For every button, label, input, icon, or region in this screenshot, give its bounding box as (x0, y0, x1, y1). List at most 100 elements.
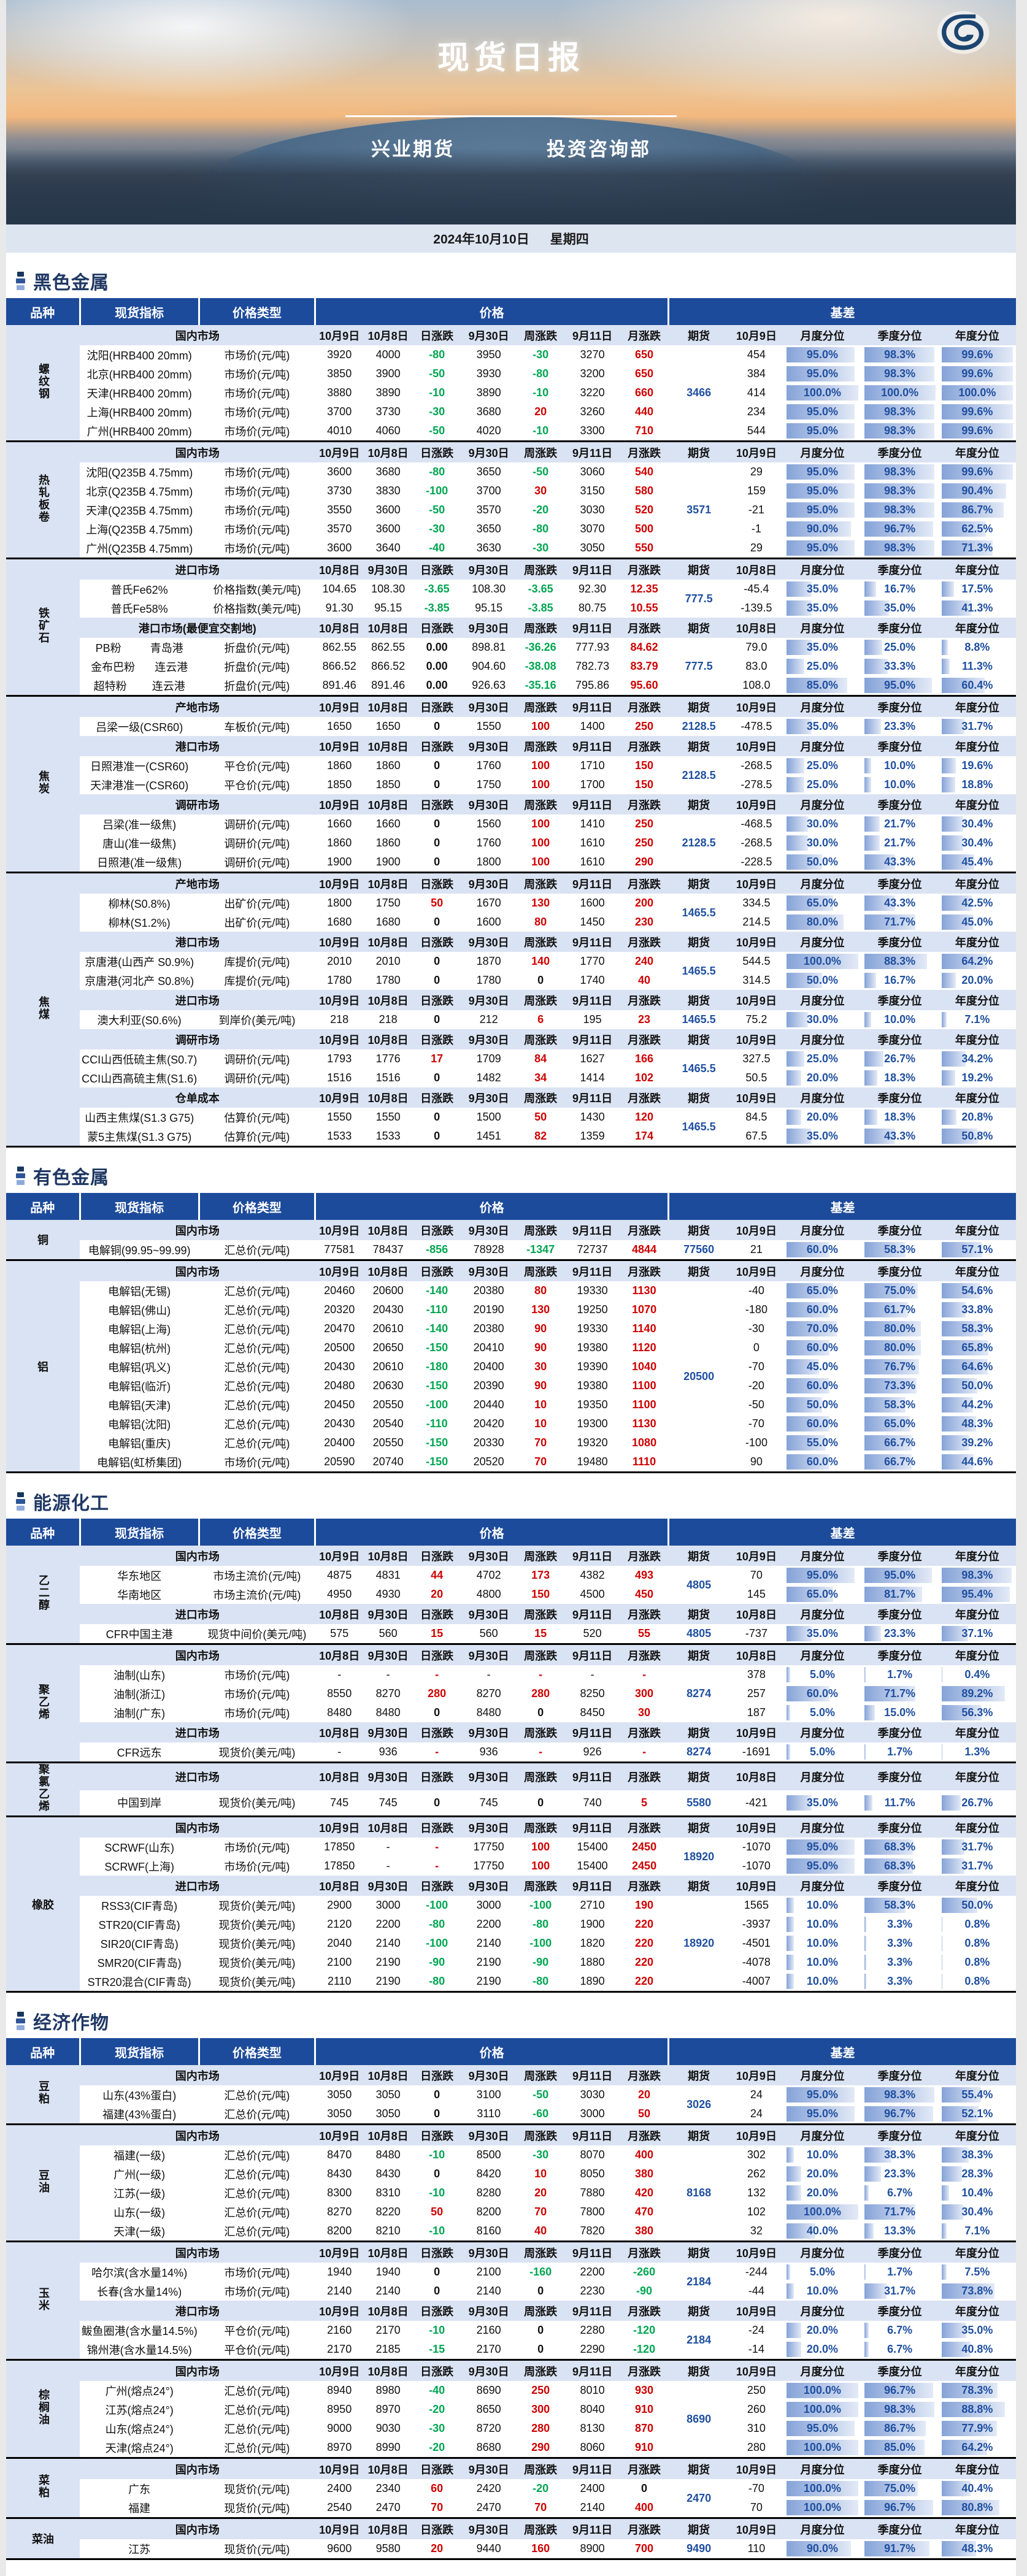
percentile-value: 95.0% (806, 504, 838, 516)
subheader-row: 铝国内市场 10月9日 10月8日 日涨跌 9月30日 周涨跌 9月11日 月涨跌 期货 10月9… (6, 1259, 1016, 1473)
percentile-value: 6.7% (887, 2187, 913, 2199)
price-cell: 1482 (461, 1068, 517, 1087)
percentile-cell: 35.0% (783, 638, 861, 657)
column-date-header: 10月8日 (315, 1604, 364, 1624)
price-cell: 3220 (564, 383, 620, 402)
table-row: 日照港准一(CSR60) 平仓价(元/吨) 1860 1860 0 1760 100 1710… (6, 756, 1016, 794)
percentile-value: 64.6% (961, 1360, 993, 1373)
indicator-cell: 广州(HRB400 20mm) (80, 421, 199, 442)
percentile-value: 5.0% (809, 1706, 835, 1719)
column-date-header: 年度分位 (938, 440, 1016, 462)
price-cell: 3830 (363, 481, 413, 500)
basis-cell: -100 (729, 1433, 784, 1452)
change-cell: -40 (412, 2381, 461, 2400)
change-cell: -90 (412, 1953, 461, 1972)
change-cell: 0 (620, 2479, 669, 2498)
percentile-value: 35.0% (806, 1796, 838, 1809)
percentile-cell: 0.8% (938, 1915, 1016, 1934)
col-price-group: 价格 (315, 2038, 670, 2065)
percentile-cell: 18.8% (938, 775, 1016, 794)
date-strip: 2024年10月10日 星期四 (6, 224, 1016, 253)
percentile-cell: 71.7% (861, 1684, 939, 1703)
change-cell: 0 (412, 1108, 461, 1127)
percentile-value: 98.3% (961, 1569, 993, 1581)
column-date-header: 年度分位 (938, 2301, 1016, 2321)
indicator-cell: SCRWF(山东) (80, 1838, 199, 1857)
percentile-bar: 3.3% (864, 1955, 936, 1970)
indicator-cell: 吕梁一级(CSR60) (80, 717, 199, 736)
price-type-cell: 调研价(元/吨) (199, 1068, 315, 1087)
percentile-bar: 81.7% (864, 1587, 936, 1602)
column-date-header: 期货 (668, 1220, 729, 1240)
percentile-bar: 1.7% (864, 2264, 936, 2280)
column-date-header: 周涨跌 (516, 2457, 565, 2479)
column-date-header: 期货 (668, 1259, 729, 1281)
basis-cell: 454 (729, 345, 784, 364)
variety-label: 棕榈油 (37, 2389, 50, 2426)
percentile-bar: 35.0% (787, 600, 858, 616)
column-date-header: 月涨跌 (620, 1722, 669, 1742)
column-date-header: 季度分位 (861, 1604, 939, 1624)
change-cell: -10 (412, 2321, 461, 2340)
report-subtitle: 兴业期货 投资咨询部 (371, 134, 651, 161)
change-cell: -80 (412, 1915, 461, 1934)
price-cell: 19320 (564, 1433, 620, 1452)
price-type-cell: 汇总价(元/吨) (199, 1240, 315, 1260)
percentile-value: 20.8% (961, 1111, 993, 1123)
percentile-value: 90.0% (806, 523, 838, 535)
percentile-bar: 10.4% (941, 2185, 1013, 2201)
basis-cell: -139.5 (729, 599, 784, 618)
price-cell: - (363, 1857, 413, 1876)
percentile-cell: 38.3% (861, 2145, 939, 2164)
change-cell: -100 (412, 1395, 461, 1414)
table-row: 电解铜(99.95~99.99) 汇总价(元/吨) 77581 78437 -856 78… (6, 1240, 1016, 1260)
percentile-bar: 40.8% (941, 2342, 1013, 2357)
indicator-cell: 京唐港(河北产 S0.8%) (80, 971, 199, 990)
percentile-value: 20.0% (961, 974, 993, 986)
percentile-value: 100.0% (803, 2501, 841, 2513)
price-type-cell: 折盘价(元/吨) (199, 676, 315, 696)
change-cell: - (620, 1665, 669, 1684)
percentile-cell: 3.3% (861, 1953, 939, 1972)
percentile-bar: 86.7% (864, 2421, 936, 2436)
percentile-value: 90.0% (806, 2542, 838, 2555)
column-date-header: 月涨跌 (620, 2517, 669, 2539)
col-price-group: 价格 (315, 1193, 670, 1220)
price-cell: 1600 (461, 913, 517, 932)
change-cell: 30 (516, 481, 565, 500)
price-type-cell: 折盘价(元/吨) (199, 657, 315, 676)
variety-cell: 焦煤 (6, 872, 80, 1147)
percentile-value: 10.4% (961, 2187, 993, 2199)
percentile-value: 78.3% (961, 2384, 993, 2396)
change-cell: 0 (412, 717, 461, 736)
change-cell: 34 (516, 1068, 565, 1087)
indicator-cell: 电解铝(杭州) (80, 1338, 199, 1357)
price-cell: 3730 (363, 402, 413, 421)
change-cell: 1080 (620, 1433, 669, 1452)
column-date-header: 9月11日 (564, 1029, 620, 1049)
column-date-header: 周涨跌 (516, 695, 565, 717)
bullet-square (16, 2018, 25, 2023)
change-cell: -30 (516, 2145, 565, 2164)
percentile-bar: 98.3% (864, 2402, 936, 2417)
price-type-cell: 平仓价(元/吨) (199, 2340, 315, 2360)
percentile-value: 7.1% (964, 1013, 990, 1025)
column-date-header: 9月11日 (564, 618, 620, 638)
percentile-cell: 100.0% (783, 383, 861, 402)
percentile-bar: 58.3% (864, 1242, 936, 1257)
percentile-cell: 31.7% (938, 1857, 1016, 1876)
subheader-row: 菜粕 国内市场 10月9日 10月8日 日涨跌 9月30日 周涨跌 9月11日 月涨跌 期货 10月… (6, 2457, 1016, 2518)
percentile-cell: 50.0% (783, 853, 861, 873)
percentile-cell: 95.0% (783, 2419, 861, 2438)
basis-cell: -268.5 (729, 834, 784, 853)
column-date-header: 9月30日 (461, 1087, 517, 1108)
percentile-cell: 95.0% (783, 1566, 861, 1585)
price-cell: 20420 (461, 1414, 517, 1433)
price-cell: 1860 (315, 756, 364, 775)
column-date-header: 季度分位 (861, 2301, 939, 2321)
table-row: 华东地区 市场主流价(元/吨) 4875 4831 44 4702 173 4382 493 48… (6, 1566, 1016, 1604)
column-date-header: 10月9日 (315, 872, 364, 894)
percentile-bar: 11.7% (864, 1795, 936, 1811)
percentile-cell: 5.0% (783, 1742, 861, 1763)
percentile-value: 68.3% (884, 1860, 916, 1872)
